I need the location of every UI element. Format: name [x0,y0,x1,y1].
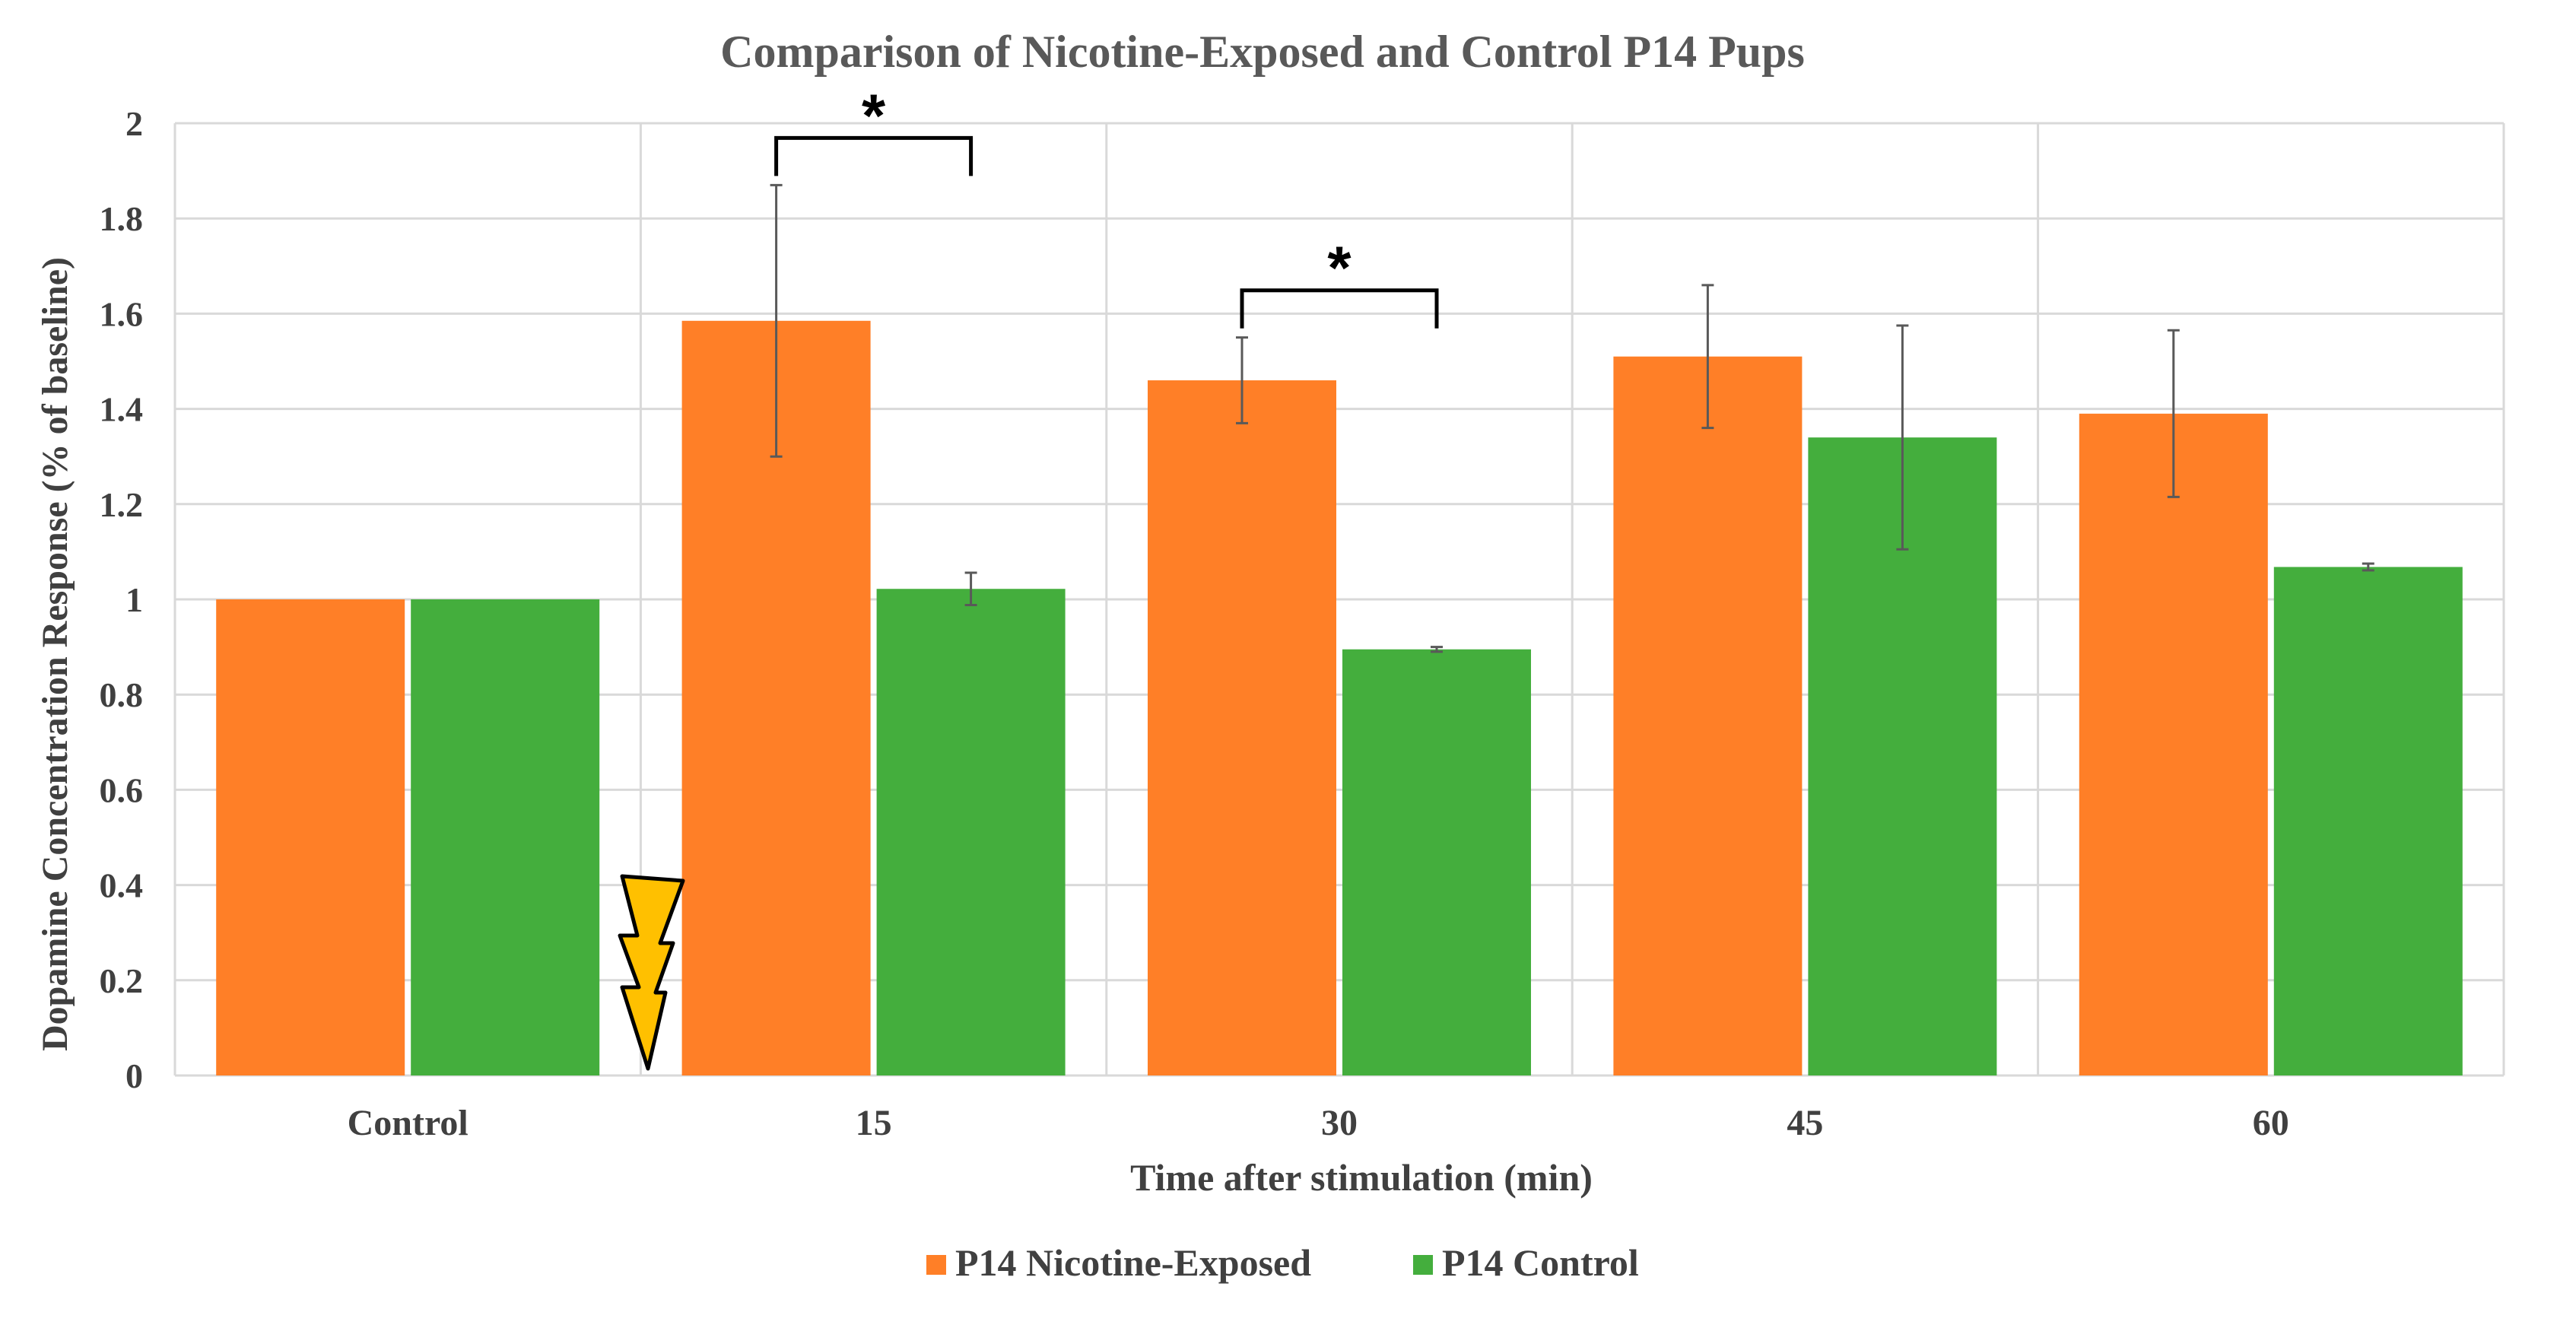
significance-bracket [774,135,974,176]
y-tick-label: 1.8 [100,199,144,238]
x-tick-label: Control [348,1103,469,1143]
bar-control-15 [876,589,1066,1075]
bar-control-30 [1342,649,1531,1075]
y-tick-label: 2 [125,104,143,143]
x-tick-labels: Control 15 30 45 60 [348,1103,2289,1143]
y-tick-label: 0.6 [100,770,144,809]
x-tick-label: 45 [1787,1103,1823,1143]
significance-star: * [862,81,886,149]
chart-title: Comparison of Nicotine-Exposed and Contr… [720,27,1805,77]
bar-nicotine-60 [2079,413,2268,1075]
error-bars [770,183,2374,653]
bar-control-60 [2273,567,2463,1075]
significance-bracket [1240,288,1439,329]
y-tick-labels: 0 0.2 0.4 0.6 0.8 1 1.2 1.4 1.6 1.8 2 [100,104,144,1095]
lightning-icon [618,874,685,1071]
legend-label-control: P14 Control [1442,1241,1639,1284]
x-axis-label: Time after stimulation (min) [1130,1156,1593,1199]
y-tick-label: 1.4 [100,390,144,429]
legend-swatch-control [1413,1255,1433,1275]
bar-control-control [411,599,600,1075]
y-tick-label: 0.2 [100,961,144,1000]
bars [216,320,2463,1075]
y-tick-label: 1 [125,580,143,619]
x-tick-label: 30 [1321,1103,1358,1143]
significance-star: * [1327,234,1352,302]
y-axis-label: Dopamine Concentration Response (% of ba… [35,257,75,1051]
x-tick-label: 15 [856,1103,892,1143]
y-tick-label: 0.8 [100,675,144,714]
legend: P14 Nicotine-Exposed P14 Control [926,1241,1639,1284]
y-tick-label: 0.4 [100,866,144,905]
y-tick-label: 0 [125,1056,143,1095]
legend-label-nicotine: P14 Nicotine-Exposed [955,1241,1311,1284]
y-tick-label: 1.2 [100,485,144,524]
legend-swatch-nicotine [926,1255,946,1275]
bar-nicotine-30 [1148,380,1336,1075]
x-tick-label: 60 [2253,1103,2289,1143]
y-tick-label: 1.6 [100,294,144,333]
bar-nicotine-45 [1613,356,1803,1075]
significance-markers: ** [774,81,1439,329]
bar-nicotine-control [216,599,405,1075]
